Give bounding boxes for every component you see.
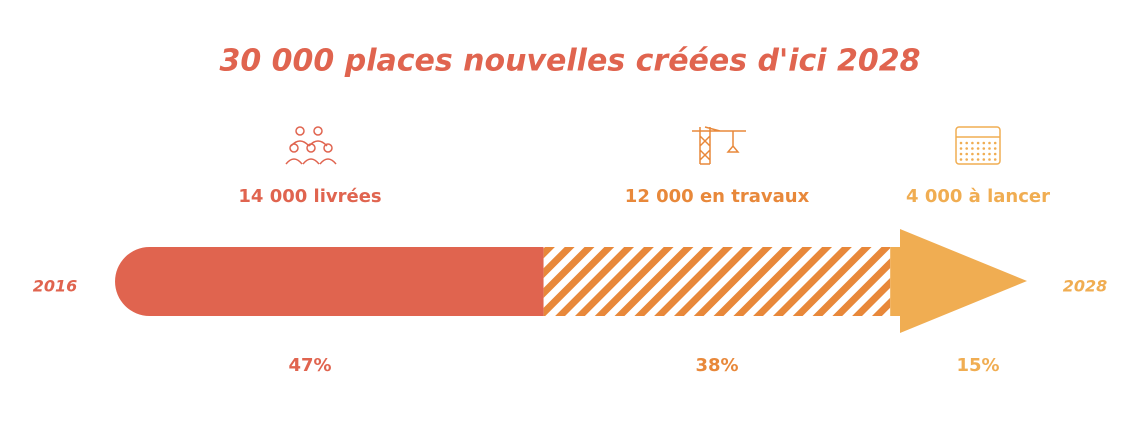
category-label: 14 000 livrées bbox=[238, 186, 381, 207]
calendar-dot bbox=[965, 141, 968, 145]
calendar-dot bbox=[988, 141, 991, 145]
bar-segment bbox=[890, 229, 1027, 333]
calendar-dot bbox=[993, 147, 997, 150]
calendar-dot bbox=[965, 158, 968, 161]
calendar-dot bbox=[976, 158, 980, 161]
calendar-dot bbox=[971, 158, 974, 161]
calendar-dot bbox=[993, 158, 997, 161]
calendar-dot bbox=[982, 147, 986, 150]
calendar-dot bbox=[988, 158, 991, 161]
calendar-dot bbox=[982, 152, 986, 156]
calendar-dot bbox=[965, 152, 968, 156]
calendar-dot bbox=[965, 147, 968, 150]
calendar-dot bbox=[959, 158, 963, 161]
chart-title: 30 000 places nouvelles créées d'ici 202… bbox=[219, 44, 920, 79]
value-label: 47% bbox=[288, 355, 331, 376]
calendar-dot bbox=[993, 141, 997, 145]
end-label: 2028 bbox=[1063, 277, 1108, 296]
calendar-dot bbox=[971, 141, 974, 145]
people-icon bbox=[285, 126, 337, 165]
crane-icon bbox=[692, 126, 746, 165]
calendar-dot bbox=[971, 147, 974, 150]
calendar-dot bbox=[976, 147, 980, 150]
calendar-dot bbox=[959, 152, 963, 156]
value-label: 15% bbox=[956, 355, 999, 376]
category-label: 12 000 en travaux bbox=[625, 186, 810, 207]
calendar-dot bbox=[959, 141, 963, 145]
start-label: 2016 bbox=[33, 277, 78, 296]
bar-segment bbox=[115, 247, 544, 316]
calendar-dots bbox=[959, 141, 997, 161]
calendar-dot bbox=[982, 158, 986, 161]
calendar-dot bbox=[988, 147, 991, 150]
category-label: 4 000 à lancer bbox=[906, 186, 1050, 207]
calendar-icon bbox=[955, 126, 1001, 165]
calendar-dot bbox=[971, 152, 974, 156]
calendar-dot bbox=[976, 152, 980, 156]
calendar-dot bbox=[988, 152, 991, 156]
calendar-dot bbox=[993, 152, 997, 156]
calendar-dot bbox=[976, 141, 980, 145]
value-label: 38% bbox=[695, 355, 738, 376]
bar-segment bbox=[543, 247, 891, 316]
calendar-dot bbox=[982, 141, 986, 145]
calendar-dot bbox=[959, 147, 963, 150]
